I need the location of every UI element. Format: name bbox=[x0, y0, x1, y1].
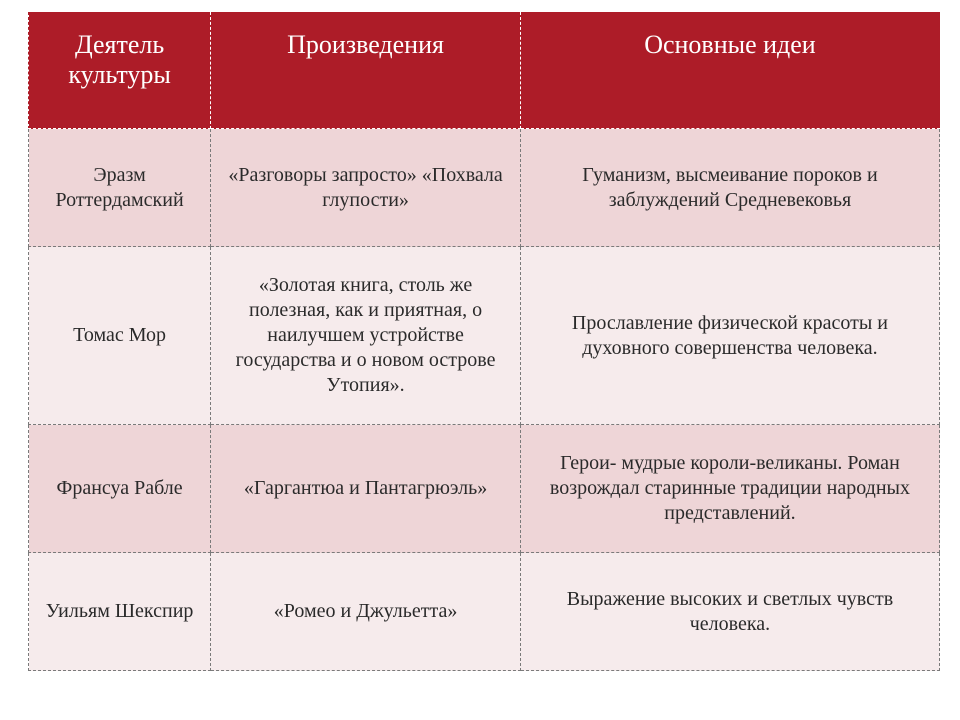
col-header-works: Произведения bbox=[211, 12, 521, 129]
table-row: Эразм Роттердамский «Разговоры запросто»… bbox=[29, 129, 940, 247]
cell-person: Франсуа Рабле bbox=[29, 425, 211, 553]
table-row: Франсуа Рабле «Гаргантюа и Пантагрюэль» … bbox=[29, 425, 940, 553]
cell-ideas: Прославление физической красоты и духовн… bbox=[520, 247, 939, 425]
cell-person: Эразм Роттердамский bbox=[29, 129, 211, 247]
cell-works: «Золотая книга, столь же полезная, как и… bbox=[211, 247, 521, 425]
culture-table: Деятель культуры Произведения Основные и… bbox=[28, 12, 940, 671]
table-row: Томас Мор «Золотая книга, столь же полез… bbox=[29, 247, 940, 425]
culture-table-container: Деятель культуры Произведения Основные и… bbox=[0, 0, 960, 683]
cell-works: «Гаргантюа и Пантагрюэль» bbox=[211, 425, 521, 553]
cell-works: «Разговоры запросто» «Похвала глупости» bbox=[211, 129, 521, 247]
cell-ideas: Гуманизм, высмеивание пороков и заблужде… bbox=[520, 129, 939, 247]
cell-person: Уильям Шекспир bbox=[29, 553, 211, 671]
col-header-ideas: Основные идеи bbox=[520, 12, 939, 129]
cell-ideas: Герои- мудрые короли-великаны. Роман воз… bbox=[520, 425, 939, 553]
table-row: Уильям Шекспир «Ромео и Джульетта» Выраж… bbox=[29, 553, 940, 671]
table-body: Эразм Роттердамский «Разговоры запросто»… bbox=[29, 129, 940, 671]
cell-person: Томас Мор bbox=[29, 247, 211, 425]
cell-ideas: Выражение высоких и светлых чувств челов… bbox=[520, 553, 939, 671]
cell-works: «Ромео и Джульетта» bbox=[211, 553, 521, 671]
table-header-row: Деятель культуры Произведения Основные и… bbox=[29, 12, 940, 129]
col-header-person: Деятель культуры bbox=[29, 12, 211, 129]
